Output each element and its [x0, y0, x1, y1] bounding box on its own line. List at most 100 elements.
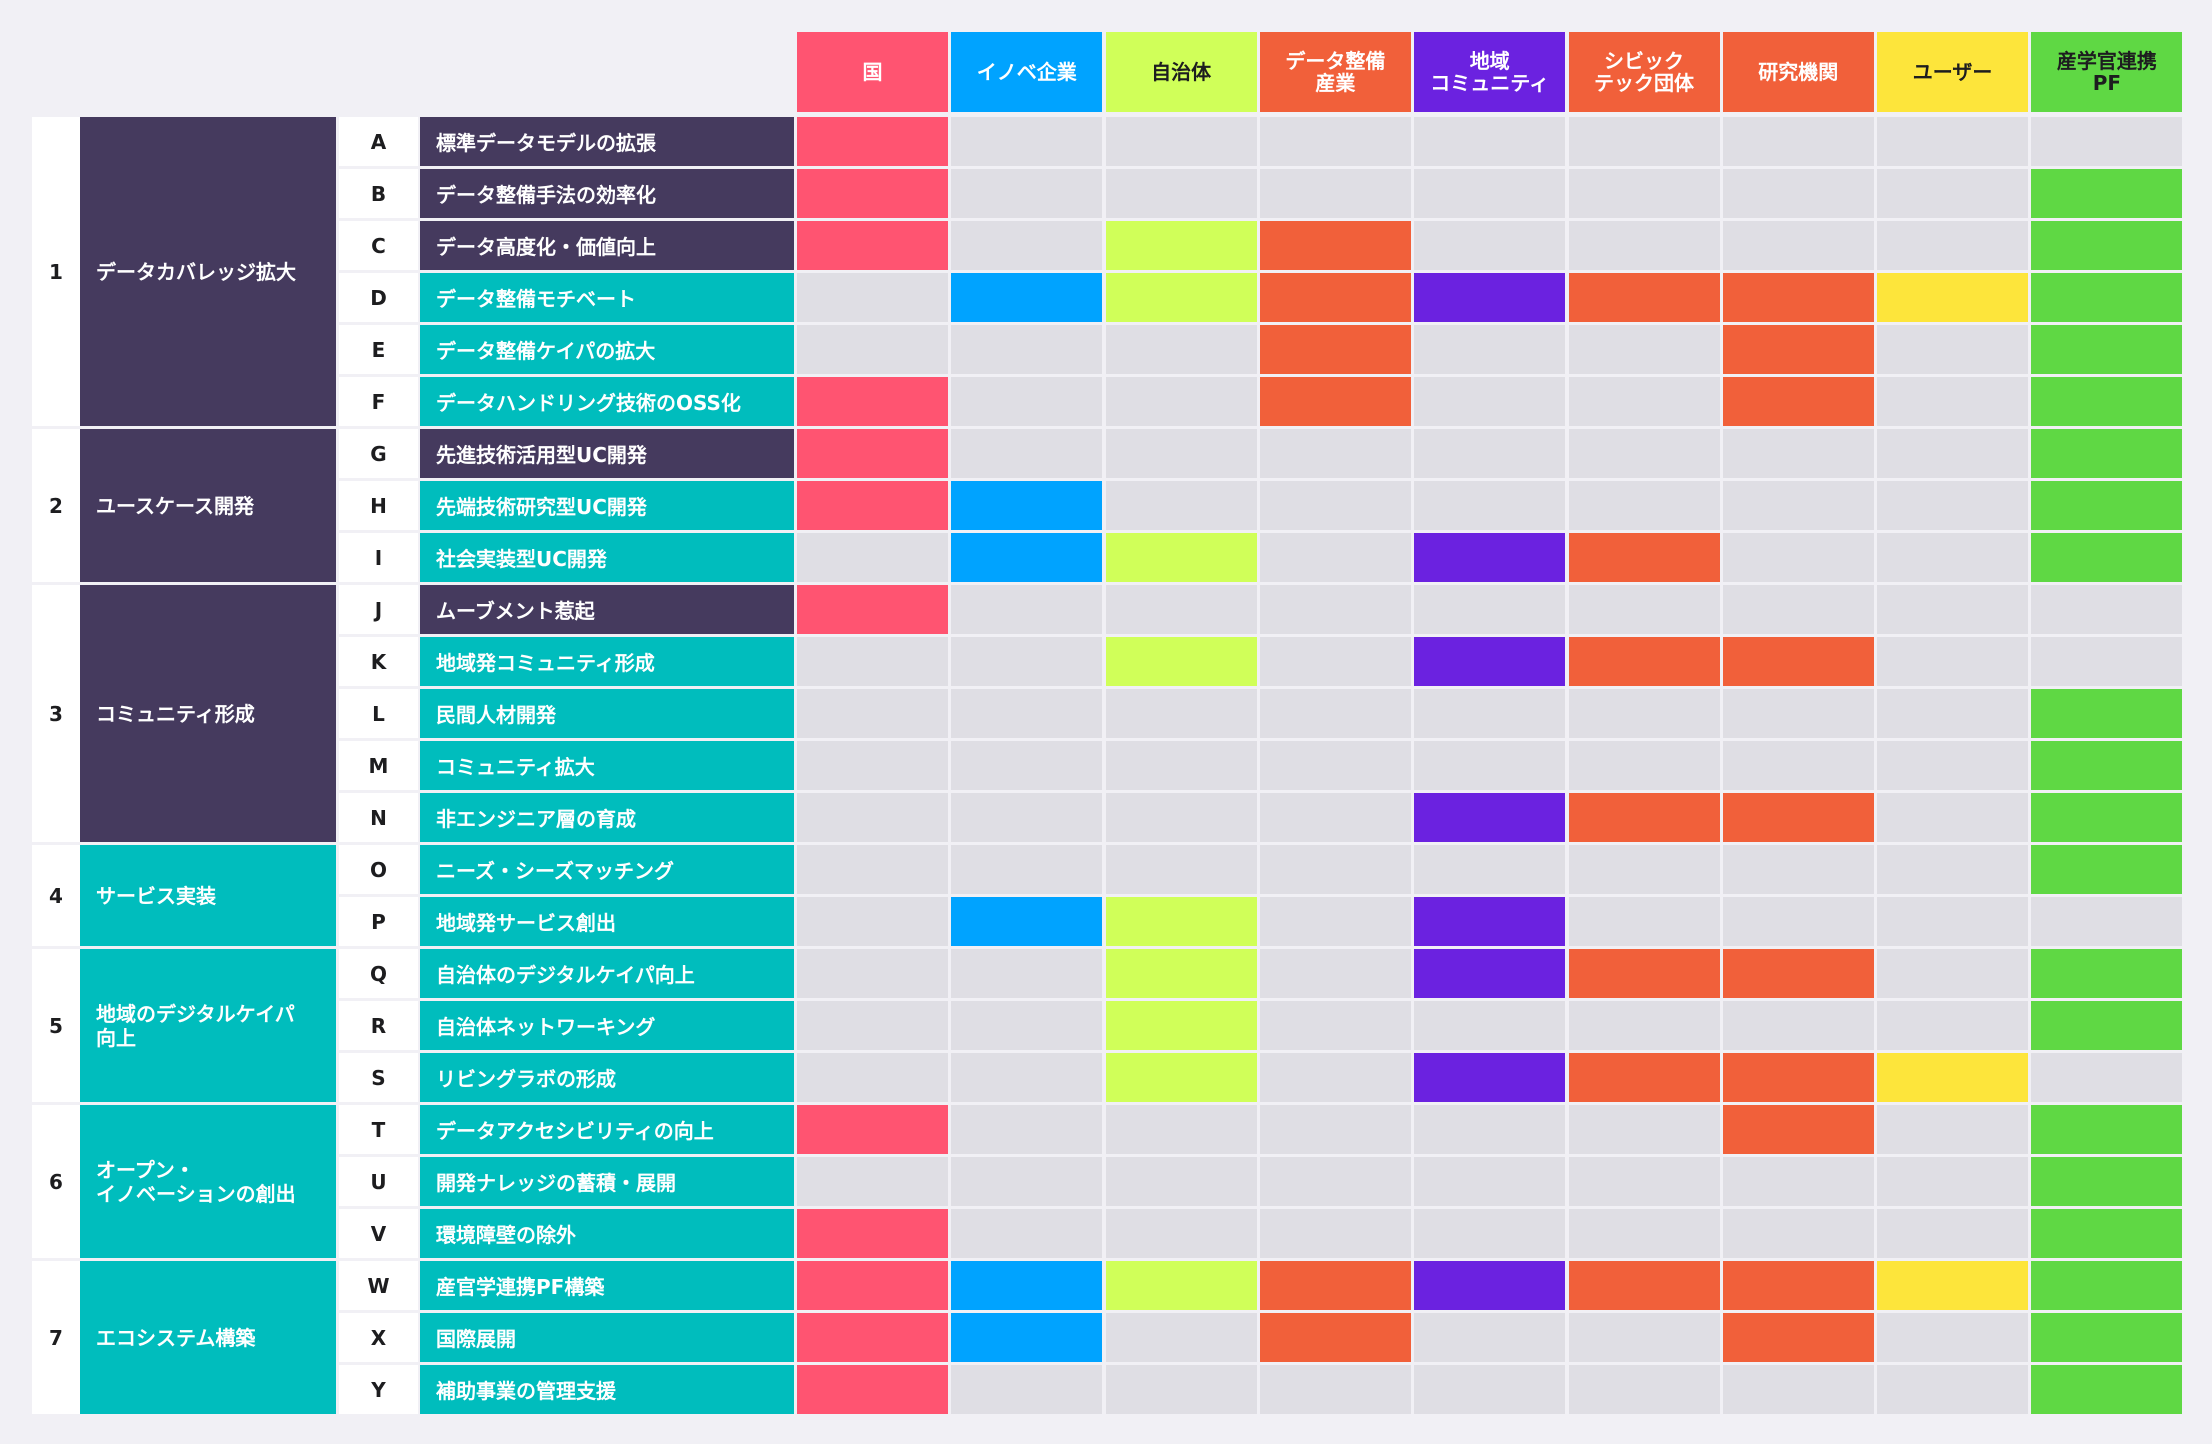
row-letter: V [339, 1209, 418, 1258]
column-header: 自治体 [1105, 32, 1257, 112]
matrix-cell-empty [1568, 1001, 1720, 1050]
row-letter: O [339, 845, 418, 894]
row-item-label: データハンドリング技術のOSS化 [420, 377, 794, 426]
matrix-cell-empty [951, 741, 1103, 790]
matrix-cell-empty [951, 221, 1103, 270]
column-header: 地域 コミュニティ [1414, 32, 1566, 112]
matrix-cell-filled [951, 897, 1103, 946]
matrix-cell-empty [1259, 1209, 1411, 1258]
row-item-label: 環境障壁の除外 [420, 1209, 794, 1258]
row-letter: U [339, 1157, 418, 1206]
matrix-cell-empty [1722, 1001, 1874, 1050]
matrix-cell-filled [2031, 533, 2183, 582]
group-number: 3 [32, 585, 80, 842]
matrix-cell-empty [1568, 481, 1720, 530]
matrix-cell-filled [2031, 1157, 2183, 1206]
group-number: 4 [32, 845, 80, 946]
matrix-cell-empty [1568, 117, 1720, 166]
matrix-cell-empty [1259, 949, 1411, 998]
matrix-cell-filled [1105, 533, 1257, 582]
matrix-cell-filled [1722, 325, 1874, 374]
matrix-cell-empty [797, 1053, 948, 1102]
matrix-cell-empty [1259, 689, 1411, 738]
matrix-cell-empty [1414, 1001, 1566, 1050]
column-header: 産学官連携 PF [2031, 32, 2183, 112]
matrix-cell-filled [2031, 1261, 2183, 1310]
group-number: 6 [32, 1105, 80, 1258]
matrix-cell-empty [1877, 481, 2029, 530]
matrix-cell-empty [1414, 377, 1566, 426]
matrix-cell-empty [1259, 845, 1411, 894]
row-letter: K [339, 637, 418, 686]
matrix-cell-filled [1414, 273, 1566, 322]
row-letter: H [339, 481, 418, 530]
row-letter: T [339, 1105, 418, 1154]
matrix-cell-empty [1722, 741, 1874, 790]
matrix-cell-filled [2031, 481, 2183, 530]
row-letter: F [339, 377, 418, 426]
matrix-cell-empty [1259, 793, 1411, 842]
matrix-cell-empty [951, 1209, 1103, 1258]
row-letter: E [339, 325, 418, 374]
matrix-cell-empty [797, 689, 948, 738]
row-item-label: コミュニティ拡大 [420, 741, 794, 790]
matrix-cell-filled [2031, 689, 2183, 738]
matrix-cell-empty [797, 1157, 948, 1206]
matrix-cell-filled [2031, 1209, 2183, 1258]
row-item-label: 非エンジニア層の育成 [420, 793, 794, 842]
matrix-cell-empty [1877, 325, 2029, 374]
column-header: ユーザー [1877, 32, 2029, 112]
matrix-cell-empty [1877, 1365, 2029, 1414]
matrix-cell-empty [1105, 481, 1257, 530]
row-letter: A [339, 117, 418, 166]
matrix-cell-empty [1414, 325, 1566, 374]
matrix-cell-empty [2031, 637, 2183, 686]
matrix-cell-empty [951, 1053, 1103, 1102]
row-item-label: 産官学連携PF構築 [420, 1261, 794, 1310]
matrix-cell-empty [1877, 1313, 2029, 1362]
row-letter: M [339, 741, 418, 790]
row-letter: D [339, 273, 418, 322]
matrix-cell-filled [951, 533, 1103, 582]
row-letter: Y [339, 1365, 418, 1414]
matrix-cell-filled [1722, 1261, 1874, 1310]
matrix-cell-empty [1568, 585, 1720, 634]
matrix-cell-empty [1877, 793, 2029, 842]
matrix-cell-filled [1105, 221, 1257, 270]
matrix-cell-filled [1259, 325, 1411, 374]
matrix-cell-filled [1414, 1053, 1566, 1102]
matrix-cell-empty [1877, 117, 2029, 166]
matrix-cell-empty [1877, 1209, 2029, 1258]
matrix-cell-empty [1722, 897, 1874, 946]
matrix-cell-filled [1722, 1313, 1874, 1362]
matrix-cell-filled [951, 273, 1103, 322]
matrix-cell-empty [951, 1157, 1103, 1206]
matrix-cell-filled [1259, 221, 1411, 270]
row-item-label: ニーズ・シーズマッチング [420, 845, 794, 894]
matrix-cell-empty [1877, 1105, 2029, 1154]
matrix-cell-empty [797, 533, 948, 582]
row-letter: B [339, 169, 418, 218]
matrix-cell-empty [951, 1001, 1103, 1050]
matrix-cell-empty [1877, 741, 2029, 790]
matrix-cell-empty [951, 1105, 1103, 1154]
matrix-cell-empty [951, 1365, 1103, 1414]
matrix-cell-filled [2031, 377, 2183, 426]
row-letter: X [339, 1313, 418, 1362]
matrix-cell-filled [1105, 1001, 1257, 1050]
matrix-cell-empty [797, 897, 948, 946]
matrix-cell-empty [1568, 325, 1720, 374]
matrix-cell-filled [1722, 637, 1874, 686]
matrix-cell-empty [1568, 377, 1720, 426]
matrix-cell-empty [1568, 429, 1720, 478]
column-header: イノベ企業 [951, 32, 1103, 112]
matrix-cell-filled [1722, 1053, 1874, 1102]
matrix-cell-empty [1568, 1209, 1720, 1258]
row-item-label: 補助事業の管理支援 [420, 1365, 794, 1414]
matrix-cell-filled [2031, 169, 2183, 218]
matrix-cell-empty [797, 273, 948, 322]
matrix-cell-empty [1259, 585, 1411, 634]
group-category: エコシステム構築 [80, 1261, 336, 1414]
matrix-cell-empty [1877, 585, 2029, 634]
matrix-cell-filled [1722, 273, 1874, 322]
